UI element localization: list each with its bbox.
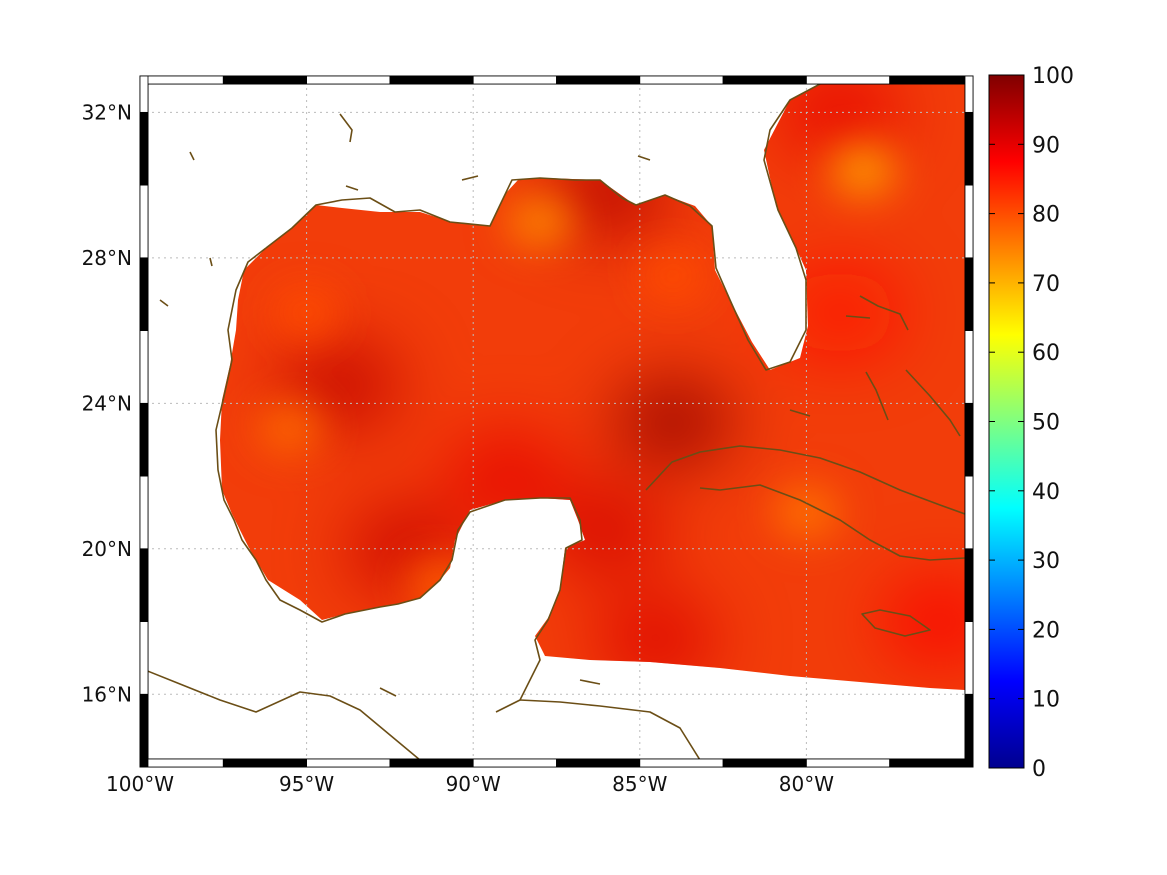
frame-segment-right	[964, 75, 974, 113]
hotspot	[779, 270, 900, 355]
y-tick-label: 24°N	[82, 391, 132, 415]
frame-segment-left	[139, 75, 149, 113]
colorbar-label: 0	[1032, 757, 1046, 782]
colorbar-label: 70	[1032, 272, 1060, 297]
frame-segment-bottom	[222, 758, 308, 768]
frame-segment-left	[139, 475, 149, 550]
coastline-jamaica	[861, 609, 931, 637]
frame-segment-top	[472, 75, 557, 85]
frame-segment-right	[964, 402, 974, 477]
hotspot	[446, 434, 567, 519]
colorbar-label: 80	[1032, 203, 1060, 228]
x-tick-label: 80°W	[779, 772, 834, 796]
frame-segment-bottom	[306, 758, 391, 768]
frame-segment-left	[139, 184, 149, 259]
frame-segment-left	[139, 621, 149, 695]
frame-segment-right	[964, 257, 974, 331]
hotspot	[546, 488, 667, 573]
frame-segment-bottom	[806, 758, 891, 768]
frame-segment-bottom	[639, 758, 724, 768]
coolspot	[829, 144, 898, 197]
frame-segment-bottom	[889, 758, 974, 768]
colorbar-label: 90	[1032, 133, 1060, 158]
frame-segment-right	[964, 330, 974, 404]
x-tick-label: 90°W	[446, 772, 501, 796]
coastline-bahamas	[789, 295, 961, 437]
colorbar-label: 100	[1032, 64, 1074, 89]
colorbar-label: 10	[1032, 688, 1060, 713]
coastline-small-islands	[159, 113, 651, 697]
coolspot	[405, 559, 474, 612]
y-tick-label: 20°N	[82, 537, 132, 561]
colorbar-label: 30	[1032, 549, 1060, 574]
coastline-cuba	[645, 445, 965, 561]
hotspot	[879, 579, 965, 664]
map-frame	[139, 75, 974, 768]
frame-segment-left	[139, 693, 149, 768]
y-tick-label: 16°N	[82, 682, 132, 706]
coastline-central-america	[148, 670, 701, 759]
frame-segment-bottom	[556, 758, 641, 768]
coolspot	[505, 195, 574, 248]
frame-segment-top	[722, 75, 807, 85]
frame-segment-left	[139, 548, 149, 622]
frame-segment-top	[639, 75, 724, 85]
frame-segment-right	[964, 548, 974, 622]
colorbar-labels: 0 10 20 30 40 50 60 70 80 90 100	[1032, 64, 1074, 782]
y-tick-label: 28°N	[82, 246, 132, 270]
frame-segment-top	[806, 75, 891, 85]
colorbar-label: 40	[1032, 480, 1060, 505]
x-tick-labels: 100°W 95°W 90°W 85°W 80°W	[106, 772, 834, 796]
colorbar: 0 10 20 30 40 50 60 70 80 90 100	[988, 64, 1074, 782]
colorbar-ticks	[989, 74, 1024, 769]
frame-segment-bottom	[389, 758, 474, 768]
frame-segment-right	[964, 693, 974, 768]
coolspot	[272, 286, 341, 339]
frame-segment-bottom	[472, 758, 557, 768]
hotspot	[779, 84, 900, 155]
hotspot	[613, 379, 734, 464]
sea-field	[220, 84, 965, 690]
frame-segment-left	[139, 402, 149, 477]
x-tick-label: 95°W	[279, 772, 334, 796]
hotspot	[596, 597, 717, 682]
frame-segment-right	[964, 184, 974, 259]
x-tick-label: 100°W	[106, 772, 174, 796]
frame-segment-right	[964, 475, 974, 550]
frame-segment-left	[139, 330, 149, 404]
frame-segment-left	[139, 111, 149, 186]
y-tick-labels: 32°N 28°N 24°N 20°N 16°N	[82, 100, 132, 706]
hotspot	[279, 343, 400, 428]
frame-segment-top	[222, 75, 308, 85]
coolspot	[772, 486, 841, 539]
frame-segment-right	[964, 111, 974, 186]
coolspot	[255, 402, 324, 455]
frame-segment-top	[139, 75, 224, 85]
hotspot	[346, 506, 467, 591]
coastline-gulf	[265, 84, 821, 371]
frame-segment-top	[389, 75, 474, 85]
coastline-mexico-west	[215, 247, 583, 713]
coolspot	[639, 250, 708, 303]
frame-segment-bottom	[139, 758, 224, 768]
frame-segment-right	[964, 621, 974, 695]
frame-segment-top	[306, 75, 391, 85]
grid-lines	[140, 76, 973, 767]
colorbar-label: 20	[1032, 618, 1060, 643]
x-tick-label: 85°W	[612, 772, 667, 796]
frame-segment-top	[556, 75, 641, 85]
colorbar-label: 50	[1032, 411, 1060, 436]
frame-segment-left	[139, 257, 149, 331]
coastlines	[148, 84, 965, 759]
frame-segment-top	[889, 75, 974, 85]
frame-segment-bottom	[722, 758, 807, 768]
colorbar-label: 60	[1032, 341, 1060, 366]
y-tick-label: 32°N	[82, 100, 132, 124]
